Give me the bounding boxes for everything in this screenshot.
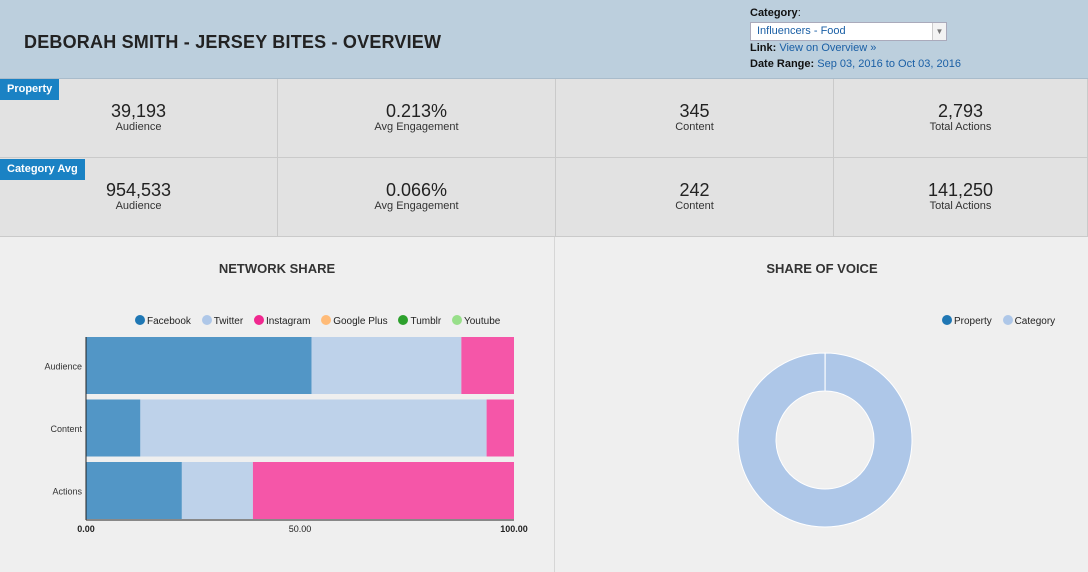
date-to: to	[885, 58, 895, 70]
stat-label: Audience	[115, 121, 162, 133]
legend-dot	[321, 315, 332, 325]
stat-value: 0.213%	[385, 101, 448, 121]
bar-audience-instagram	[461, 337, 514, 394]
bar-actions-facebook	[86, 462, 182, 519]
legend-dot	[201, 315, 212, 325]
legend-dot	[253, 315, 264, 325]
legend-item-property[interactable]: Property	[942, 315, 992, 327]
header-filters: Category: Influencers - Food ▼ Link: Vie…	[750, 7, 961, 70]
stat-label: Audience	[115, 200, 162, 212]
stat-label: Total Actions	[929, 121, 992, 133]
date-end[interactable]: Oct 03, 2016	[898, 58, 962, 70]
network-share-chart: Audience Content Actions 0.00 50.00 100.00	[44, 337, 528, 534]
property-actions-stat: 2,793 Total Actions	[834, 79, 1088, 158]
legend-dot	[135, 315, 145, 325]
category-avg-tag: Category Avg	[0, 159, 85, 180]
bar-audience-twitter	[311, 337, 462, 394]
bar-audience-facebook	[86, 337, 312, 394]
page-title: DEBORAH SMITH - JERSEY BITES - OVERVIEW	[24, 32, 442, 52]
category-content-stat: 242 Content	[556, 158, 834, 237]
chevron-down-icon[interactable]: ▼	[932, 23, 946, 40]
header-bar: DEBORAH SMITH - JERSEY BITES - OVERVIEW …	[0, 0, 1088, 79]
stat-label: Total Actions	[929, 200, 992, 212]
property-tag: Property	[0, 79, 60, 100]
network-share-panel: NETWORK SHARE Facebook Twitter Instagram…	[0, 237, 555, 572]
bar-actions-twitter	[181, 462, 253, 519]
stat-label: Avg Engagement	[374, 200, 459, 212]
stat-value: 39,193	[110, 101, 167, 121]
legend-dot	[1002, 315, 1013, 325]
stat-label: Avg Engagement	[374, 121, 459, 133]
network-share-legend: Facebook Twitter Instagram Google Plus T…	[135, 315, 508, 327]
legend-item-category[interactable]: Category	[1002, 315, 1055, 327]
category-audience-stat: 954,533 Audience	[0, 158, 278, 237]
x-tick-label: 0.00	[77, 524, 95, 534]
category-actions-stat: 141,250 Total Actions	[834, 158, 1088, 237]
legend-dot	[451, 315, 462, 325]
share-of-voice-title: SHARE OF VOICE	[766, 261, 878, 276]
stat-label: Content	[675, 121, 714, 133]
link-label: Link:	[750, 42, 777, 54]
category-engagement-stat: 0.066% Avg Engagement	[278, 158, 556, 237]
legend-item-twitter[interactable]: Twitter	[201, 315, 243, 327]
x-tick-label: 50.00	[289, 524, 312, 534]
y-tick-label: Content	[50, 424, 82, 434]
link-row: Link: View on Overview »	[750, 42, 876, 54]
date-start[interactable]: Sep 03, 2016	[817, 58, 883, 70]
legend-dot	[942, 315, 952, 325]
property-engagement-stat: 0.213% Avg Engagement	[278, 79, 556, 158]
share-of-voice-chart	[737, 352, 913, 528]
bar-actions-instagram	[252, 462, 515, 519]
stat-value: 2,793	[937, 101, 984, 121]
category-label: Category:	[750, 7, 801, 19]
legend-item-youtube[interactable]: Youtube	[451, 315, 500, 327]
date-range-row: Date Range: Sep 03, 2016 to Oct 03, 2016	[750, 58, 961, 70]
category-select-value: Influencers - Food	[757, 25, 846, 37]
share-of-voice-legend: Property Category	[942, 315, 1063, 327]
stat-value: 141,250	[927, 180, 994, 200]
share-of-voice-panel: SHARE OF VOICE Property Category	[556, 237, 1088, 572]
x-tick-label: 100.00	[500, 524, 528, 534]
legend-item-google-plus[interactable]: Google Plus	[321, 315, 388, 327]
y-tick-label: Actions	[52, 487, 82, 497]
y-tick-label: Audience	[44, 362, 82, 372]
bar-content-instagram	[486, 399, 514, 457]
stat-value: 954,533	[105, 180, 172, 200]
date-range-label: Date Range:	[750, 58, 815, 70]
stats-grid: Property 39,193 Audience 0.213% Avg Enga…	[0, 79, 1088, 237]
bar-content-facebook	[86, 399, 141, 457]
category-select[interactable]: Influencers - Food ▼	[750, 22, 947, 41]
legend-dot	[398, 315, 409, 325]
donut-slice-category	[737, 352, 913, 528]
stat-value: 0.066%	[385, 180, 448, 200]
legend-item-instagram[interactable]: Instagram	[253, 315, 310, 327]
property-content-stat: 345 Content	[556, 79, 834, 158]
view-overview-link[interactable]: View on Overview »	[779, 42, 877, 54]
bar-content-twitter	[140, 399, 487, 457]
stat-value: 242	[679, 180, 710, 200]
stat-label: Content	[675, 200, 714, 212]
legend-item-tumblr[interactable]: Tumblr	[398, 315, 441, 327]
stat-value: 345	[679, 101, 710, 121]
legend-item-facebook[interactable]: Facebook	[135, 315, 191, 327]
network-share-title: NETWORK SHARE	[218, 261, 336, 276]
